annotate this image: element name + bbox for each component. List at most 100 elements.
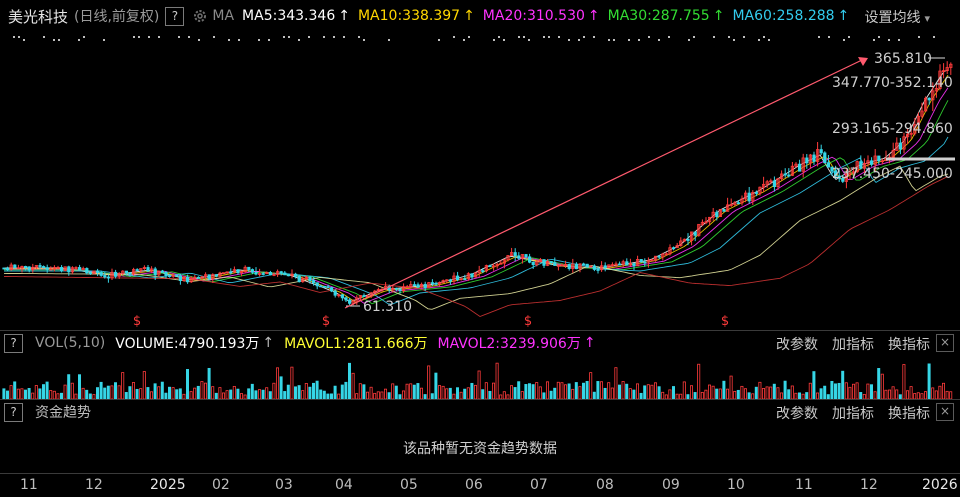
- volume-bar: [250, 383, 254, 399]
- fund-help-button[interactable]: ?: [4, 402, 23, 422]
- volume-bar: [632, 389, 636, 399]
- volume-bar: [895, 389, 899, 399]
- candle-body: [942, 70, 946, 72]
- candle-body: [243, 266, 247, 273]
- candle-body: [823, 152, 827, 164]
- candle-body: [830, 166, 834, 172]
- candle-body: [286, 274, 291, 277]
- volume-bar: [708, 384, 712, 399]
- candle-body: [419, 283, 424, 288]
- candle-body: [697, 223, 701, 236]
- volume-bar: [830, 380, 834, 399]
- volume-bar: [149, 391, 153, 399]
- fund-edit-params-link[interactable]: 改参数: [776, 406, 818, 422]
- marker-dot: [888, 39, 890, 41]
- volume-bar: [729, 375, 733, 399]
- volume-bar: [398, 394, 402, 399]
- volume-bar: [9, 385, 13, 399]
- range-label-1: 347.770-352.140: [832, 75, 953, 91]
- volume-bar: [441, 385, 445, 399]
- marker-dot: [283, 36, 285, 38]
- volume-bar: [614, 367, 618, 399]
- volume-bar: [394, 385, 398, 399]
- candle-body: [344, 297, 348, 301]
- candle-body: [740, 198, 744, 204]
- volume-bar: [114, 382, 118, 399]
- volume-bar: [275, 367, 279, 399]
- volume-bar: [711, 385, 715, 399]
- axis-tick-label: 04: [335, 477, 353, 493]
- axis-tick-label: 03: [275, 477, 293, 493]
- candle-body: [124, 270, 128, 274]
- volume-bar: [297, 385, 301, 399]
- edit-params-link[interactable]: 改参数: [776, 337, 818, 353]
- candle-body: [848, 172, 852, 175]
- event-marker-icon[interactable]: $: [721, 314, 729, 329]
- marker-dot: [308, 36, 310, 38]
- candle-body: [239, 271, 244, 274]
- volume-bar: [13, 381, 17, 399]
- volume-bar: [675, 393, 679, 399]
- candle-body: [254, 271, 258, 275]
- candle-body: [574, 263, 579, 270]
- volume-bar: [520, 391, 524, 399]
- fund-add-indicator-link[interactable]: 加指标: [832, 406, 874, 422]
- candle-body: [434, 282, 438, 285]
- volume-bar: [427, 365, 431, 399]
- volume-bar: [254, 390, 258, 399]
- switch-indicator-link[interactable]: 换指标: [888, 337, 930, 353]
- candlestick-chart[interactable]: $ $ $ $: [0, 30, 960, 330]
- candle-body: [744, 192, 748, 200]
- help-button[interactable]: ?: [165, 6, 185, 26]
- volume-bar: [272, 382, 276, 399]
- volume-bar: [301, 390, 305, 399]
- candle-body: [45, 267, 49, 270]
- candle-body: [776, 178, 780, 188]
- volume-chart[interactable]: [0, 355, 960, 399]
- volume-bar: [484, 382, 488, 399]
- candle-body: [67, 266, 71, 273]
- candle-body: [909, 132, 913, 135]
- volume-bar: [481, 389, 485, 399]
- gear-icon[interactable]: [192, 8, 208, 24]
- fund-switch-indicator-link[interactable]: 换指标: [888, 406, 930, 422]
- event-marker-icon[interactable]: $: [133, 314, 141, 329]
- candle-body: [110, 271, 114, 279]
- candle-body: [27, 266, 31, 271]
- candle-body: [794, 163, 798, 167]
- ma-settings-button[interactable]: 设置均线 ▾: [864, 7, 930, 27]
- volume-bar: [690, 385, 694, 399]
- candle-body: [236, 269, 240, 274]
- stock-name: 美光科技: [8, 7, 69, 26]
- volume-bar: [286, 384, 290, 399]
- marker-dot: [463, 39, 465, 41]
- volume-bar: [528, 383, 532, 399]
- candle-body: [495, 263, 499, 267]
- candle-body: [841, 177, 845, 182]
- candle-body: [484, 265, 489, 272]
- candle-body: [265, 272, 269, 275]
- chart-mode[interactable]: (日线,前复权): [74, 9, 160, 25]
- volume-help-button[interactable]: ?: [4, 333, 23, 353]
- candle-body: [283, 272, 287, 276]
- close-fund-panel-button[interactable]: ×: [936, 403, 954, 421]
- candle-body: [783, 173, 787, 176]
- candle-body: [398, 288, 402, 292]
- volume-bar: [758, 381, 762, 399]
- candle-body: [700, 221, 705, 225]
- volume-panel-links: 改参数 加指标 换指标: [776, 334, 930, 354]
- candle-body: [859, 161, 863, 169]
- axis-tick-label: 09: [662, 477, 680, 493]
- add-indicator-link[interactable]: 加指标: [832, 337, 874, 353]
- marker-dot: [568, 39, 570, 41]
- trend-arrow-head: [858, 57, 868, 66]
- event-marker-icon[interactable]: $: [322, 314, 330, 329]
- event-marker-icon[interactable]: $: [524, 314, 532, 329]
- volume-bar: [625, 383, 629, 399]
- candle-body: [149, 268, 154, 272]
- close-volume-panel-button[interactable]: ×: [936, 334, 954, 352]
- volume-bar: [42, 384, 46, 399]
- candle-body: [564, 264, 568, 266]
- axis-tick-label: 05: [400, 477, 418, 493]
- marker-dot: [518, 36, 520, 38]
